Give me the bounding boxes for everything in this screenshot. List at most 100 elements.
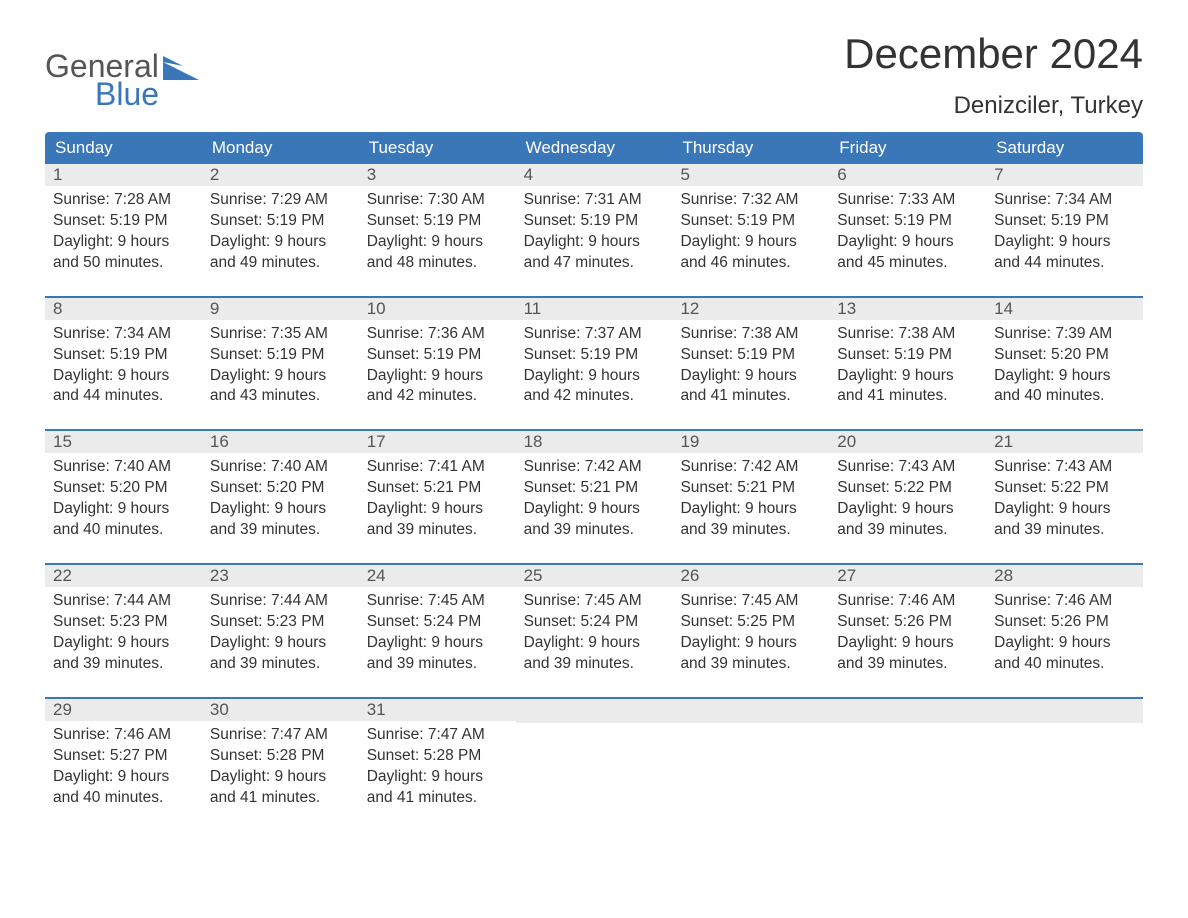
daylight-line1: Daylight: 9 hours	[53, 633, 194, 654]
location: Denizciler, Turkey	[844, 92, 1143, 120]
weeks-container: 1Sunrise: 7:28 AMSunset: 5:19 PMDaylight…	[45, 164, 1143, 812]
sunset-text: Sunset: 5:22 PM	[837, 478, 978, 499]
daylight-line1: Daylight: 9 hours	[837, 633, 978, 654]
sunset-text: Sunset: 5:25 PM	[680, 612, 821, 633]
day-number: 6	[829, 164, 986, 186]
sunrise-text: Sunrise: 7:44 AM	[210, 591, 351, 612]
sunset-text: Sunset: 5:19 PM	[680, 345, 821, 366]
day-cell: 28Sunrise: 7:46 AMSunset: 5:26 PMDayligh…	[986, 565, 1143, 679]
daylight-line2: and 40 minutes.	[53, 788, 194, 809]
daylight-line1: Daylight: 9 hours	[53, 366, 194, 387]
day-number: 11	[516, 298, 673, 320]
daylight-line2: and 44 minutes.	[53, 386, 194, 407]
daylight-line2: and 40 minutes.	[53, 520, 194, 541]
day-body: Sunrise: 7:46 AMSunset: 5:26 PMDaylight:…	[986, 587, 1143, 679]
day-body: Sunrise: 7:30 AMSunset: 5:19 PMDaylight:…	[359, 186, 516, 278]
daylight-line2: and 42 minutes.	[367, 386, 508, 407]
day-body: Sunrise: 7:40 AMSunset: 5:20 PMDaylight:…	[45, 453, 202, 545]
sunrise-text: Sunrise: 7:47 AM	[210, 725, 351, 746]
daylight-line2: and 44 minutes.	[994, 253, 1135, 274]
day-cell: 19Sunrise: 7:42 AMSunset: 5:21 PMDayligh…	[672, 431, 829, 545]
sunset-text: Sunset: 5:28 PM	[210, 746, 351, 767]
daylight-line2: and 39 minutes.	[680, 654, 821, 675]
daylight-line2: and 48 minutes.	[367, 253, 508, 274]
sunrise-text: Sunrise: 7:35 AM	[210, 324, 351, 345]
day-body: Sunrise: 7:44 AMSunset: 5:23 PMDaylight:…	[202, 587, 359, 679]
sunrise-text: Sunrise: 7:43 AM	[837, 457, 978, 478]
day-body: Sunrise: 7:45 AMSunset: 5:25 PMDaylight:…	[672, 587, 829, 679]
day-body: Sunrise: 7:34 AMSunset: 5:19 PMDaylight:…	[986, 186, 1143, 278]
sunset-text: Sunset: 5:24 PM	[367, 612, 508, 633]
daylight-line2: and 40 minutes.	[994, 654, 1135, 675]
sunrise-text: Sunrise: 7:42 AM	[524, 457, 665, 478]
daylight-line2: and 42 minutes.	[524, 386, 665, 407]
day-body: Sunrise: 7:35 AMSunset: 5:19 PMDaylight:…	[202, 320, 359, 412]
sunrise-text: Sunrise: 7:45 AM	[367, 591, 508, 612]
sunset-text: Sunset: 5:19 PM	[524, 211, 665, 232]
daylight-line1: Daylight: 9 hours	[524, 633, 665, 654]
daylight-line1: Daylight: 9 hours	[680, 366, 821, 387]
daylight-line2: and 39 minutes.	[524, 520, 665, 541]
empty-day-bar	[672, 699, 829, 723]
day-number: 28	[986, 565, 1143, 587]
sunrise-text: Sunrise: 7:46 AM	[53, 725, 194, 746]
day-body: Sunrise: 7:45 AMSunset: 5:24 PMDaylight:…	[359, 587, 516, 679]
daylight-line1: Daylight: 9 hours	[367, 633, 508, 654]
daylight-line1: Daylight: 9 hours	[210, 366, 351, 387]
sunset-text: Sunset: 5:27 PM	[53, 746, 194, 767]
sunrise-text: Sunrise: 7:40 AM	[53, 457, 194, 478]
daylight-line1: Daylight: 9 hours	[367, 499, 508, 520]
daylight-line2: and 50 minutes.	[53, 253, 194, 274]
day-cell: 29Sunrise: 7:46 AMSunset: 5:27 PMDayligh…	[45, 699, 202, 813]
day-cell: 26Sunrise: 7:45 AMSunset: 5:25 PMDayligh…	[672, 565, 829, 679]
day-body: Sunrise: 7:43 AMSunset: 5:22 PMDaylight:…	[829, 453, 986, 545]
sunset-text: Sunset: 5:23 PM	[210, 612, 351, 633]
day-number: 12	[672, 298, 829, 320]
sunset-text: Sunset: 5:21 PM	[367, 478, 508, 499]
sunset-text: Sunset: 5:20 PM	[53, 478, 194, 499]
sunrise-text: Sunrise: 7:45 AM	[524, 591, 665, 612]
day-cell: 2Sunrise: 7:29 AMSunset: 5:19 PMDaylight…	[202, 164, 359, 278]
sunrise-text: Sunrise: 7:46 AM	[837, 591, 978, 612]
sunset-text: Sunset: 5:19 PM	[680, 211, 821, 232]
day-cell: 9Sunrise: 7:35 AMSunset: 5:19 PMDaylight…	[202, 298, 359, 412]
sunrise-text: Sunrise: 7:39 AM	[994, 324, 1135, 345]
day-cell: 23Sunrise: 7:44 AMSunset: 5:23 PMDayligh…	[202, 565, 359, 679]
daylight-line2: and 46 minutes.	[680, 253, 821, 274]
sunset-text: Sunset: 5:22 PM	[994, 478, 1135, 499]
sunset-text: Sunset: 5:21 PM	[524, 478, 665, 499]
logo: General Blue	[45, 50, 199, 110]
weekday-thursday: Thursday	[672, 132, 829, 164]
sunset-text: Sunset: 5:19 PM	[53, 211, 194, 232]
day-number: 31	[359, 699, 516, 721]
sunset-text: Sunset: 5:19 PM	[837, 211, 978, 232]
day-body: Sunrise: 7:42 AMSunset: 5:21 PMDaylight:…	[672, 453, 829, 545]
sunset-text: Sunset: 5:26 PM	[837, 612, 978, 633]
day-number: 22	[45, 565, 202, 587]
weekday-monday: Monday	[202, 132, 359, 164]
day-body: Sunrise: 7:46 AMSunset: 5:26 PMDaylight:…	[829, 587, 986, 679]
day-body: Sunrise: 7:47 AMSunset: 5:28 PMDaylight:…	[202, 721, 359, 813]
sunset-text: Sunset: 5:19 PM	[53, 345, 194, 366]
sunrise-text: Sunrise: 7:33 AM	[837, 190, 978, 211]
daylight-line1: Daylight: 9 hours	[210, 499, 351, 520]
daylight-line2: and 41 minutes.	[210, 788, 351, 809]
sunset-text: Sunset: 5:23 PM	[53, 612, 194, 633]
day-cell: 15Sunrise: 7:40 AMSunset: 5:20 PMDayligh…	[45, 431, 202, 545]
daylight-line1: Daylight: 9 hours	[210, 232, 351, 253]
day-number: 30	[202, 699, 359, 721]
daylight-line2: and 45 minutes.	[837, 253, 978, 274]
daylight-line2: and 39 minutes.	[210, 654, 351, 675]
sunrise-text: Sunrise: 7:45 AM	[680, 591, 821, 612]
sunset-text: Sunset: 5:24 PM	[524, 612, 665, 633]
sunrise-text: Sunrise: 7:29 AM	[210, 190, 351, 211]
day-body: Sunrise: 7:42 AMSunset: 5:21 PMDaylight:…	[516, 453, 673, 545]
weekday-sunday: Sunday	[45, 132, 202, 164]
daylight-line2: and 43 minutes.	[210, 386, 351, 407]
sunset-text: Sunset: 5:20 PM	[994, 345, 1135, 366]
logo-flag-icon	[163, 56, 199, 80]
day-body: Sunrise: 7:31 AMSunset: 5:19 PMDaylight:…	[516, 186, 673, 278]
sunrise-text: Sunrise: 7:41 AM	[367, 457, 508, 478]
day-cell: 27Sunrise: 7:46 AMSunset: 5:26 PMDayligh…	[829, 565, 986, 679]
day-number: 18	[516, 431, 673, 453]
